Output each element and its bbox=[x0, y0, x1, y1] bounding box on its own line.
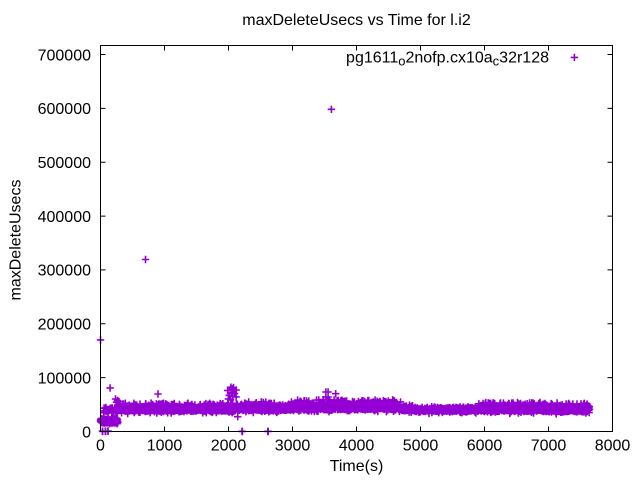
svg-text:200000: 200000 bbox=[38, 317, 91, 334]
svg-text:500000: 500000 bbox=[38, 155, 91, 172]
svg-text:7000: 7000 bbox=[531, 438, 567, 455]
svg-text:2000: 2000 bbox=[211, 438, 247, 455]
svg-text:600000: 600000 bbox=[38, 101, 91, 118]
svg-text:700000: 700000 bbox=[38, 47, 91, 64]
svg-text:maxDeleteUsecs: maxDeleteUsecs bbox=[8, 180, 25, 301]
svg-text:3000: 3000 bbox=[275, 438, 311, 455]
svg-text:4000: 4000 bbox=[339, 438, 375, 455]
svg-text:pg1611o2nofp.cx10ac32r128: pg1611o2nofp.cx10ac32r128 bbox=[346, 50, 549, 69]
svg-text:maxDeleteUsecs vs Time for l.i: maxDeleteUsecs vs Time for l.i2 bbox=[242, 12, 471, 29]
svg-text:400000: 400000 bbox=[38, 209, 91, 226]
svg-text:6000: 6000 bbox=[467, 438, 503, 455]
svg-text:100000: 100000 bbox=[38, 370, 91, 387]
svg-text:300000: 300000 bbox=[38, 263, 91, 280]
svg-text:1000: 1000 bbox=[147, 438, 183, 455]
svg-text:0: 0 bbox=[96, 438, 105, 455]
svg-text:5000: 5000 bbox=[403, 438, 439, 455]
svg-text:0: 0 bbox=[82, 424, 91, 441]
svg-text:8000: 8000 bbox=[595, 438, 631, 455]
svg-text:Time(s): Time(s) bbox=[330, 458, 384, 475]
